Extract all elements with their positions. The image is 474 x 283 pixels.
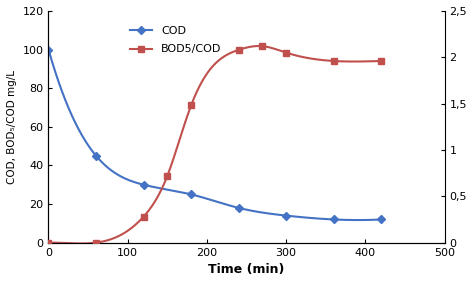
BOD5/COD <box>283 51 289 54</box>
BOD5/COD <box>46 241 51 244</box>
BOD5/COD <box>260 44 265 48</box>
COD <box>46 48 51 51</box>
BOD5/COD <box>164 174 170 178</box>
COD <box>283 214 289 217</box>
COD <box>378 218 384 221</box>
Line: BOD5/COD: BOD5/COD <box>46 43 384 245</box>
COD <box>331 218 337 221</box>
X-axis label: Time (min): Time (min) <box>209 263 285 276</box>
BOD5/COD <box>141 215 146 218</box>
Y-axis label: COD, BOD₅/COD mg/L: COD, BOD₅/COD mg/L <box>7 70 17 184</box>
BOD5/COD <box>331 59 337 63</box>
BOD5/COD <box>188 104 194 107</box>
Line: COD: COD <box>46 47 384 222</box>
Legend: COD, BOD5/COD: COD, BOD5/COD <box>125 21 226 59</box>
BOD5/COD <box>236 48 241 52</box>
BOD5/COD <box>93 241 99 244</box>
COD <box>188 193 194 196</box>
BOD5/COD <box>378 59 384 63</box>
COD <box>141 183 146 186</box>
COD <box>236 206 241 210</box>
COD <box>93 154 99 157</box>
